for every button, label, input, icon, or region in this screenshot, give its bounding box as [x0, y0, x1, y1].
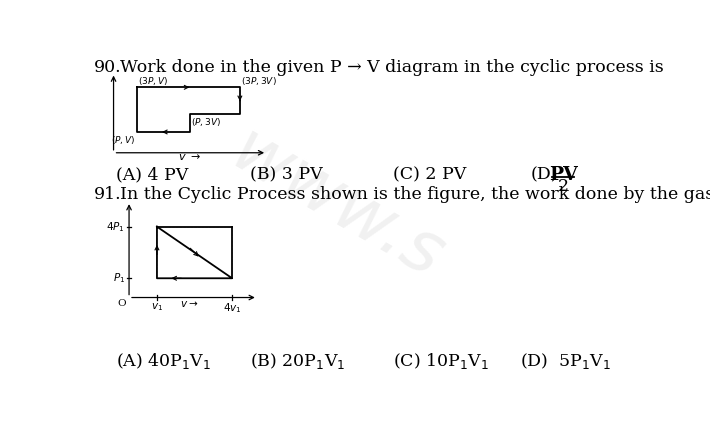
Text: (C) 10P$_1$V$_1$: (C) 10P$_1$V$_1$	[393, 351, 489, 371]
Text: 90.: 90.	[94, 59, 122, 76]
Text: $(3P, 3V)$: $(3P, 3V)$	[241, 75, 277, 86]
Text: (B) 20P$_1$V$_1$: (B) 20P$_1$V$_1$	[250, 351, 345, 371]
Text: $(P, 3V)$: $(P, 3V)$	[191, 116, 221, 128]
Text: $(3P, V)$: $(3P, V)$	[138, 75, 168, 86]
Text: $4v_1$: $4v_1$	[223, 301, 241, 315]
Text: O: O	[117, 299, 126, 308]
Text: $v \rightarrow$: $v \rightarrow$	[180, 299, 199, 309]
Text: $P_1$: $P_1$	[113, 271, 125, 285]
Text: $4P_1$: $4P_1$	[106, 220, 125, 233]
Text: 91.: 91.	[94, 186, 122, 203]
Text: Work done in the given P → V diagram in the cyclic process is: Work done in the given P → V diagram in …	[120, 59, 664, 76]
Text: (A) 4 PV: (A) 4 PV	[116, 167, 188, 184]
Text: 2: 2	[557, 178, 569, 195]
Text: www.s: www.s	[219, 117, 455, 294]
Text: (A) 40P$_1$V$_1$: (A) 40P$_1$V$_1$	[116, 351, 211, 371]
Text: (C) 2 PV: (C) 2 PV	[393, 167, 466, 184]
Text: $(P, V)$: $(P, V)$	[111, 133, 135, 146]
Text: $v_1$: $v_1$	[151, 301, 163, 313]
Text: In the Cyclic Process shown is the figure, the work done by the gas in one cycle: In the Cyclic Process shown is the figur…	[120, 186, 710, 203]
Text: (D)  5P$_1$V$_1$: (D) 5P$_1$V$_1$	[520, 351, 611, 371]
Text: PV: PV	[549, 166, 577, 184]
Text: (B) 3 PV: (B) 3 PV	[250, 167, 322, 184]
Text: $v\ \rightarrow$: $v\ \rightarrow$	[178, 153, 201, 162]
Text: (D): (D)	[530, 167, 558, 184]
